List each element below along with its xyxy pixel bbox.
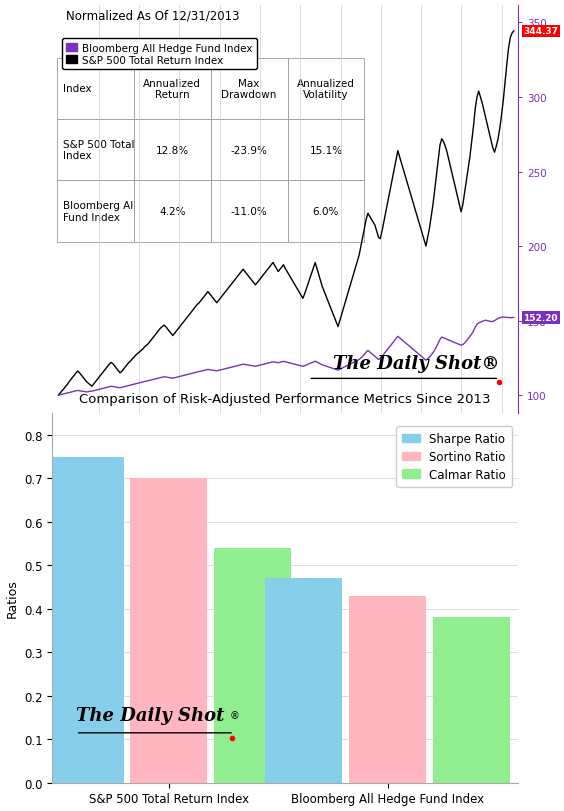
Text: 344.37: 344.37 bbox=[523, 28, 558, 36]
Bar bbox=[349, 596, 426, 783]
Text: Normalized As Of 12/31/2013: Normalized As Of 12/31/2013 bbox=[67, 10, 240, 23]
Legend: Sharpe Ratio, Sortino Ratio, Calmar Ratio: Sharpe Ratio, Sortino Ratio, Calmar Rati… bbox=[396, 427, 512, 487]
Bar bbox=[433, 618, 510, 783]
Text: The Daily Shot®: The Daily Shot® bbox=[333, 354, 499, 373]
Bar bbox=[265, 578, 342, 783]
Text: ®: ® bbox=[230, 710, 239, 720]
Text: The Daily Shot: The Daily Shot bbox=[76, 706, 224, 723]
Legend: Bloomberg All Hedge Fund Index, S&P 500 Total Return Index: Bloomberg All Hedge Fund Index, S&P 500 … bbox=[62, 39, 257, 70]
Text: Copyright© 2024 Bloomberg Finance L.P.: Copyright© 2024 Bloomberg Finance L.P. bbox=[206, 440, 364, 449]
Bar bbox=[46, 457, 124, 783]
Y-axis label: Ratios: Ratios bbox=[6, 579, 19, 617]
Text: 152.20: 152.20 bbox=[523, 314, 558, 323]
Title: Comparison of Risk-Adjusted Performance Metrics Since 2013: Comparison of Risk-Adjusted Performance … bbox=[80, 393, 491, 406]
Bar bbox=[130, 478, 208, 783]
Bar bbox=[214, 548, 291, 783]
